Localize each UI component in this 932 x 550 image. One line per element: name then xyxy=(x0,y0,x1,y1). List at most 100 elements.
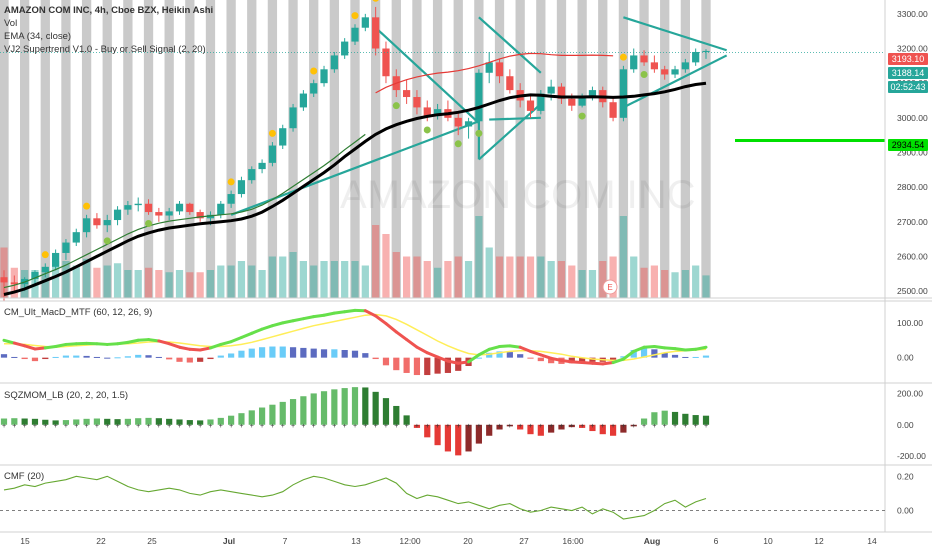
trendline[interactable] xyxy=(489,116,541,121)
candle-body[interactable] xyxy=(341,41,349,56)
candle-body[interactable] xyxy=(671,69,679,75)
candle-body[interactable] xyxy=(279,128,287,146)
session-stripe xyxy=(660,0,670,298)
candle-body[interactable] xyxy=(248,169,256,181)
macd-hist-bar xyxy=(413,357,421,376)
candle-body[interactable] xyxy=(578,97,586,106)
macd-line-segment xyxy=(508,344,522,349)
trendline[interactable] xyxy=(478,103,542,161)
candle-body[interactable] xyxy=(547,86,555,94)
legend-vol[interactable]: Vol xyxy=(4,18,18,29)
candle-body[interactable] xyxy=(82,218,91,233)
sqz-cross: + xyxy=(167,423,171,430)
candle-body[interactable] xyxy=(72,232,80,243)
sqz-cross: + xyxy=(2,423,6,430)
trendline[interactable] xyxy=(622,54,728,109)
candle-body[interactable] xyxy=(52,252,60,267)
legend-supertrend[interactable]: VJ2 Supertrend V1.0 - Buy or Sell Signal… xyxy=(4,44,206,55)
candle-body[interactable] xyxy=(196,212,204,219)
candle-body[interactable] xyxy=(433,109,442,117)
macd-hist-bar xyxy=(83,355,90,358)
volume-bar xyxy=(650,265,658,298)
candle-body[interactable] xyxy=(506,76,514,91)
candle-body[interactable] xyxy=(0,277,8,283)
macd-line-segment xyxy=(549,356,563,362)
candle-body[interactable] xyxy=(10,282,18,285)
cmf-pane-title[interactable]: CMF (20) xyxy=(4,471,45,482)
candle-body[interactable] xyxy=(526,100,535,111)
candle-body[interactable] xyxy=(403,90,411,98)
candle-body[interactable] xyxy=(588,90,597,98)
candle-body[interactable] xyxy=(320,69,328,84)
time-tick-label: 6 xyxy=(714,536,719,546)
candle-body[interactable] xyxy=(361,17,369,28)
candle-body[interactable] xyxy=(206,214,215,219)
candle-body[interactable] xyxy=(681,62,689,70)
sqz-pane-title[interactable]: SQZMOM_LB (20, 2, 20, 1.5) xyxy=(4,390,129,401)
sqz-bar xyxy=(692,415,699,425)
candle-body[interactable] xyxy=(454,117,462,127)
sqz-cross: + xyxy=(467,423,471,430)
candle-body[interactable] xyxy=(382,48,390,77)
candle-body[interactable] xyxy=(630,55,638,70)
candle-body[interactable] xyxy=(237,180,246,195)
candle-body[interactable] xyxy=(609,102,617,118)
candle-body[interactable] xyxy=(702,50,710,52)
candle-body[interactable] xyxy=(258,162,266,170)
sqz-bar xyxy=(413,424,421,428)
trendline[interactable] xyxy=(623,16,727,52)
candle-body[interactable] xyxy=(475,72,483,122)
legend-ema[interactable]: EMA (34, close) xyxy=(4,31,72,42)
candle-body[interactable] xyxy=(144,203,153,213)
sqz-bar xyxy=(104,418,111,425)
buy-dot xyxy=(145,220,153,227)
candle-body[interactable] xyxy=(485,62,493,73)
candle-body[interactable] xyxy=(31,272,39,279)
candle-body[interactable] xyxy=(103,220,111,226)
macd-hist-bar xyxy=(217,355,224,358)
candle-body[interactable] xyxy=(93,218,101,226)
candle-body[interactable] xyxy=(268,145,277,163)
candle-body[interactable] xyxy=(289,107,297,129)
candle-body[interactable] xyxy=(186,203,194,213)
candle-body[interactable] xyxy=(464,121,473,127)
candle-body[interactable] xyxy=(495,62,504,77)
candle-body[interactable] xyxy=(165,211,173,216)
macd-hist-bar xyxy=(682,356,689,358)
candle-body[interactable] xyxy=(310,83,318,94)
candle-body[interactable] xyxy=(537,93,545,111)
candle-body[interactable] xyxy=(661,69,669,75)
candle-body[interactable] xyxy=(640,55,648,63)
candle-body[interactable] xyxy=(568,98,576,106)
candle-body[interactable] xyxy=(351,27,359,42)
macd-hist-bar xyxy=(702,355,710,358)
candle-body[interactable] xyxy=(650,62,658,70)
candle-body[interactable] xyxy=(692,51,700,63)
candle-body[interactable] xyxy=(155,212,163,216)
candle-body[interactable] xyxy=(134,203,142,206)
candle-body[interactable] xyxy=(299,93,307,108)
candle-body[interactable] xyxy=(372,17,380,49)
candle-body[interactable] xyxy=(41,266,49,273)
sell-dot xyxy=(310,67,318,75)
sqz-cross: + xyxy=(23,423,27,430)
trendline[interactable] xyxy=(478,16,542,74)
candle-body[interactable] xyxy=(413,97,421,108)
candle-body[interactable] xyxy=(330,55,338,70)
candle-body[interactable] xyxy=(423,107,431,117)
candle-body[interactable] xyxy=(62,242,70,253)
earnings-marker[interactable]: E xyxy=(602,279,618,295)
macd-line-segment xyxy=(178,345,192,351)
candle-body[interactable] xyxy=(124,205,132,210)
macd-pane-title[interactable]: CM_Ult_MacD_MTF (60, 12, 26, 9) xyxy=(4,307,153,318)
symbol-title[interactable]: AMAZON COM INC, 4h, Cboe BZX, Heikin Ash… xyxy=(4,5,214,16)
volume-bar xyxy=(681,270,689,298)
candle-body[interactable] xyxy=(113,209,122,221)
candle-body[interactable] xyxy=(227,194,235,204)
candle-body[interactable] xyxy=(217,203,225,215)
candle-body[interactable] xyxy=(619,69,628,118)
candle-body[interactable] xyxy=(175,203,184,212)
candle-body[interactable] xyxy=(557,86,566,99)
